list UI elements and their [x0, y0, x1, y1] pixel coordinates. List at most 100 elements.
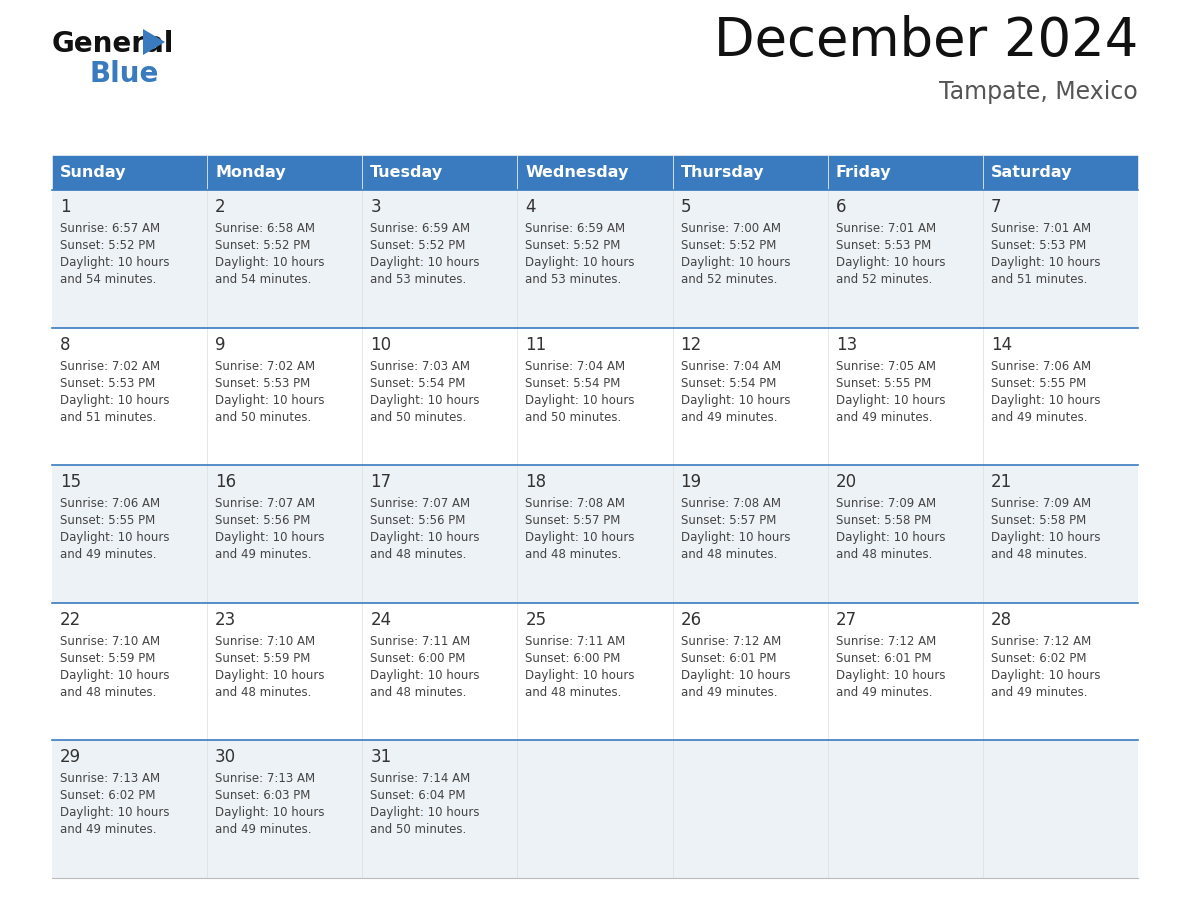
- Text: Sunset: 5:52 PM: Sunset: 5:52 PM: [61, 239, 156, 252]
- Text: Sunset: 5:59 PM: Sunset: 5:59 PM: [215, 652, 310, 665]
- Text: Sunset: 6:04 PM: Sunset: 6:04 PM: [371, 789, 466, 802]
- Text: Tuesday: Tuesday: [371, 165, 443, 180]
- Text: Daylight: 10 hours: Daylight: 10 hours: [525, 394, 634, 407]
- Text: Sunrise: 7:01 AM: Sunrise: 7:01 AM: [991, 222, 1091, 235]
- Text: Sunset: 5:52 PM: Sunset: 5:52 PM: [371, 239, 466, 252]
- Text: 1: 1: [61, 198, 70, 216]
- Text: and 48 minutes.: and 48 minutes.: [371, 548, 467, 561]
- Text: and 54 minutes.: and 54 minutes.: [215, 273, 311, 286]
- Text: Daylight: 10 hours: Daylight: 10 hours: [215, 394, 324, 407]
- Text: Daylight: 10 hours: Daylight: 10 hours: [61, 806, 170, 820]
- Text: Sunrise: 7:01 AM: Sunrise: 7:01 AM: [835, 222, 936, 235]
- Text: Sunrise: 7:04 AM: Sunrise: 7:04 AM: [525, 360, 626, 373]
- Text: Daylight: 10 hours: Daylight: 10 hours: [835, 256, 946, 269]
- Text: Sunrise: 7:05 AM: Sunrise: 7:05 AM: [835, 360, 936, 373]
- Text: Sunrise: 7:07 AM: Sunrise: 7:07 AM: [371, 498, 470, 510]
- Text: and 49 minutes.: and 49 minutes.: [681, 686, 777, 699]
- Bar: [982, 741, 1138, 878]
- Bar: [672, 741, 828, 878]
- Text: Daylight: 10 hours: Daylight: 10 hours: [371, 256, 480, 269]
- Text: Daylight: 10 hours: Daylight: 10 hours: [835, 394, 946, 407]
- Text: Sunset: 6:02 PM: Sunset: 6:02 PM: [61, 789, 156, 802]
- Text: and 49 minutes.: and 49 minutes.: [991, 410, 1087, 423]
- Text: Daylight: 10 hours: Daylight: 10 hours: [215, 256, 324, 269]
- Text: 3: 3: [371, 198, 381, 216]
- Bar: [52, 741, 207, 878]
- Text: 6: 6: [835, 198, 846, 216]
- Text: Sunset: 6:01 PM: Sunset: 6:01 PM: [681, 652, 776, 665]
- Text: 26: 26: [681, 610, 702, 629]
- Text: and 51 minutes.: and 51 minutes.: [61, 410, 157, 423]
- Bar: [672, 155, 828, 190]
- Text: 16: 16: [215, 473, 236, 491]
- Text: and 49 minutes.: and 49 minutes.: [835, 410, 933, 423]
- Text: and 53 minutes.: and 53 minutes.: [371, 273, 467, 286]
- Bar: [362, 465, 518, 603]
- Text: Sunset: 5:54 PM: Sunset: 5:54 PM: [681, 376, 776, 389]
- Text: Sunrise: 6:59 AM: Sunrise: 6:59 AM: [371, 222, 470, 235]
- Text: Daylight: 10 hours: Daylight: 10 hours: [215, 669, 324, 682]
- Text: Sunrise: 7:11 AM: Sunrise: 7:11 AM: [371, 635, 470, 648]
- Bar: [52, 190, 207, 328]
- Text: Tampate, Mexico: Tampate, Mexico: [940, 80, 1138, 104]
- Text: 27: 27: [835, 610, 857, 629]
- Text: and 50 minutes.: and 50 minutes.: [371, 823, 467, 836]
- Text: Sunrise: 7:08 AM: Sunrise: 7:08 AM: [525, 498, 625, 510]
- Bar: [207, 190, 362, 328]
- Text: Sunset: 6:02 PM: Sunset: 6:02 PM: [991, 652, 1086, 665]
- Text: Sunset: 5:55 PM: Sunset: 5:55 PM: [61, 514, 156, 527]
- Bar: [207, 741, 362, 878]
- Text: and 49 minutes.: and 49 minutes.: [215, 823, 311, 836]
- Text: and 49 minutes.: and 49 minutes.: [215, 548, 311, 561]
- Text: and 50 minutes.: and 50 minutes.: [371, 410, 467, 423]
- Text: 15: 15: [61, 473, 81, 491]
- Text: Sunset: 5:52 PM: Sunset: 5:52 PM: [525, 239, 621, 252]
- Text: 13: 13: [835, 336, 857, 353]
- Text: 31: 31: [371, 748, 392, 767]
- Bar: [982, 328, 1138, 465]
- Text: 20: 20: [835, 473, 857, 491]
- Text: Daylight: 10 hours: Daylight: 10 hours: [835, 532, 946, 544]
- Text: Daylight: 10 hours: Daylight: 10 hours: [681, 532, 790, 544]
- Text: Sunrise: 7:13 AM: Sunrise: 7:13 AM: [215, 772, 315, 786]
- Bar: [207, 328, 362, 465]
- Text: Daylight: 10 hours: Daylight: 10 hours: [525, 669, 634, 682]
- Bar: [52, 328, 207, 465]
- Text: and 52 minutes.: and 52 minutes.: [835, 273, 933, 286]
- Bar: [672, 465, 828, 603]
- Text: Sunset: 5:56 PM: Sunset: 5:56 PM: [371, 514, 466, 527]
- Text: Daylight: 10 hours: Daylight: 10 hours: [61, 394, 170, 407]
- Text: Sunrise: 7:12 AM: Sunrise: 7:12 AM: [681, 635, 781, 648]
- Text: Sunrise: 7:11 AM: Sunrise: 7:11 AM: [525, 635, 626, 648]
- Text: Sunrise: 7:14 AM: Sunrise: 7:14 AM: [371, 772, 470, 786]
- Text: Daylight: 10 hours: Daylight: 10 hours: [681, 256, 790, 269]
- Text: Sunset: 5:53 PM: Sunset: 5:53 PM: [215, 376, 310, 389]
- Text: and 50 minutes.: and 50 minutes.: [215, 410, 311, 423]
- Text: and 53 minutes.: and 53 minutes.: [525, 273, 621, 286]
- Text: Sunset: 6:00 PM: Sunset: 6:00 PM: [371, 652, 466, 665]
- Text: 23: 23: [215, 610, 236, 629]
- Text: Daylight: 10 hours: Daylight: 10 hours: [835, 669, 946, 682]
- Text: 25: 25: [525, 610, 546, 629]
- Text: Daylight: 10 hours: Daylight: 10 hours: [61, 256, 170, 269]
- Text: Sunrise: 7:07 AM: Sunrise: 7:07 AM: [215, 498, 315, 510]
- Text: Sunset: 5:58 PM: Sunset: 5:58 PM: [835, 514, 931, 527]
- Bar: [207, 465, 362, 603]
- Bar: [207, 603, 362, 741]
- Text: Sunset: 5:53 PM: Sunset: 5:53 PM: [991, 239, 1086, 252]
- Text: and 49 minutes.: and 49 minutes.: [991, 686, 1087, 699]
- Text: and 48 minutes.: and 48 minutes.: [61, 686, 157, 699]
- Polygon shape: [143, 29, 165, 55]
- Bar: [52, 603, 207, 741]
- Bar: [362, 328, 518, 465]
- Text: Daylight: 10 hours: Daylight: 10 hours: [991, 256, 1100, 269]
- Text: Sunset: 5:55 PM: Sunset: 5:55 PM: [991, 376, 1086, 389]
- Text: Daylight: 10 hours: Daylight: 10 hours: [991, 532, 1100, 544]
- Text: and 48 minutes.: and 48 minutes.: [371, 686, 467, 699]
- Bar: [362, 603, 518, 741]
- Text: Sunset: 5:52 PM: Sunset: 5:52 PM: [681, 239, 776, 252]
- Text: 29: 29: [61, 748, 81, 767]
- Text: and 48 minutes.: and 48 minutes.: [991, 548, 1087, 561]
- Text: Daylight: 10 hours: Daylight: 10 hours: [371, 394, 480, 407]
- Text: and 54 minutes.: and 54 minutes.: [61, 273, 157, 286]
